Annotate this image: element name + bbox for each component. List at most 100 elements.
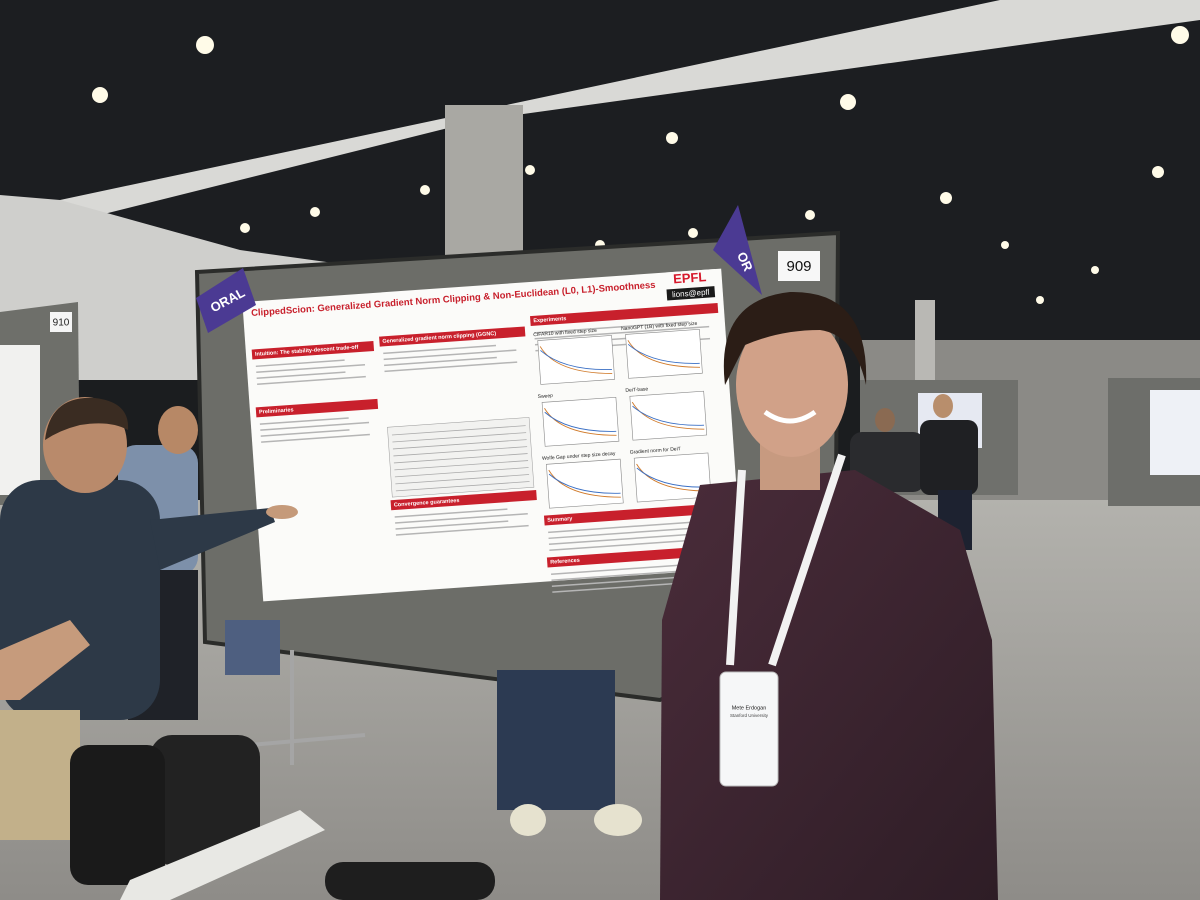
plot-title: CIFAR10 with fixed step size — [533, 328, 597, 338]
text-line — [383, 344, 497, 355]
text-line — [395, 524, 529, 536]
section-header-bar — [390, 490, 537, 511]
person-hair — [45, 397, 129, 440]
person-arm — [150, 508, 275, 570]
section-header: Experiments — [533, 316, 566, 324]
text-line — [395, 520, 509, 530]
section-header-bar — [379, 326, 526, 347]
board-number-tag — [50, 312, 72, 332]
light — [1171, 26, 1189, 44]
table-row — [393, 446, 528, 457]
shoe — [594, 804, 642, 836]
person-head — [158, 406, 198, 454]
badge-affiliation: Stanford University — [730, 713, 769, 718]
ceiling-beam — [60, 0, 1200, 225]
section-header: Convergence guarantees — [394, 498, 460, 509]
light — [1001, 241, 1009, 249]
light — [310, 207, 320, 217]
plot-frame — [541, 396, 620, 447]
plot-title: Gradient norm for DeiT — [630, 446, 681, 456]
plot-curve — [544, 408, 617, 436]
plot-curve — [632, 405, 705, 426]
plot-curve — [627, 340, 700, 368]
backpack — [150, 735, 260, 865]
person-arm — [0, 620, 90, 700]
table-block — [387, 417, 535, 498]
table-row — [395, 481, 530, 492]
badge-name: Mete Erdogan — [732, 705, 767, 711]
text-line — [548, 532, 704, 546]
lanyard — [768, 453, 846, 667]
plot-curve — [544, 411, 617, 432]
plot-title: DeiT-base — [625, 386, 648, 394]
text-line — [259, 417, 349, 425]
table-row — [395, 474, 530, 485]
text-line — [548, 520, 703, 534]
poster-lab: lions@epfl — [672, 288, 710, 300]
text-line — [534, 325, 710, 340]
light — [1091, 266, 1099, 274]
plot-curve — [548, 473, 621, 494]
lab-label-bg — [666, 286, 716, 301]
light — [940, 192, 952, 204]
text-line — [383, 349, 517, 361]
flag — [713, 205, 762, 295]
board-number: 910 — [53, 318, 70, 329]
light — [196, 36, 214, 54]
text-line — [260, 421, 370, 431]
section-header: References — [550, 558, 580, 566]
light — [666, 132, 678, 144]
light — [240, 223, 250, 233]
light — [92, 87, 108, 103]
person-hair — [723, 291, 867, 385]
text-line — [260, 429, 350, 437]
plot-curve — [539, 346, 613, 374]
plot-title: Sweep — [537, 393, 553, 400]
plot-curve — [627, 343, 700, 364]
plot-frame — [625, 328, 703, 379]
light — [805, 210, 815, 220]
name-badge — [719, 671, 779, 787]
person-legs — [497, 670, 615, 810]
board-number: 909 — [786, 258, 811, 275]
text-line — [256, 363, 366, 374]
plot-curve — [631, 401, 705, 430]
person-face — [736, 313, 848, 457]
person-smile — [763, 409, 817, 424]
shoe — [510, 804, 546, 836]
text-line — [255, 359, 345, 368]
table-row — [392, 432, 527, 443]
person-legs — [225, 620, 280, 675]
text-line — [256, 371, 346, 380]
poster-logo: EPFL — [673, 269, 707, 286]
person-head — [875, 408, 895, 432]
table-row — [393, 453, 528, 464]
section-header: Preliminaries — [259, 407, 294, 415]
person-body — [850, 432, 925, 492]
ceiling-lights — [92, 26, 1189, 304]
person-hand — [266, 505, 298, 519]
light — [1152, 166, 1164, 178]
section-header-bar — [530, 302, 719, 327]
plot-title: NanoGPT (1B) with fixed step size — [621, 321, 698, 332]
text-line — [384, 361, 518, 373]
poster-tube — [325, 862, 495, 900]
section-header-bar — [255, 398, 379, 418]
poster: ClippedScion: Generalized Gradient Norm … — [242, 268, 743, 602]
light — [525, 165, 535, 175]
text-line — [395, 512, 528, 524]
plot-frame — [546, 458, 624, 509]
person-body — [920, 420, 978, 495]
plot-frame — [633, 452, 712, 503]
flag — [196, 268, 256, 333]
section-header-bar — [251, 341, 375, 360]
plot-curve — [540, 350, 612, 370]
text-line — [384, 356, 497, 367]
board-stand — [249, 733, 366, 747]
text-line — [261, 433, 370, 443]
light — [420, 185, 430, 195]
poster — [0, 345, 40, 495]
text-line — [534, 321, 689, 334]
lanyard — [726, 469, 746, 666]
